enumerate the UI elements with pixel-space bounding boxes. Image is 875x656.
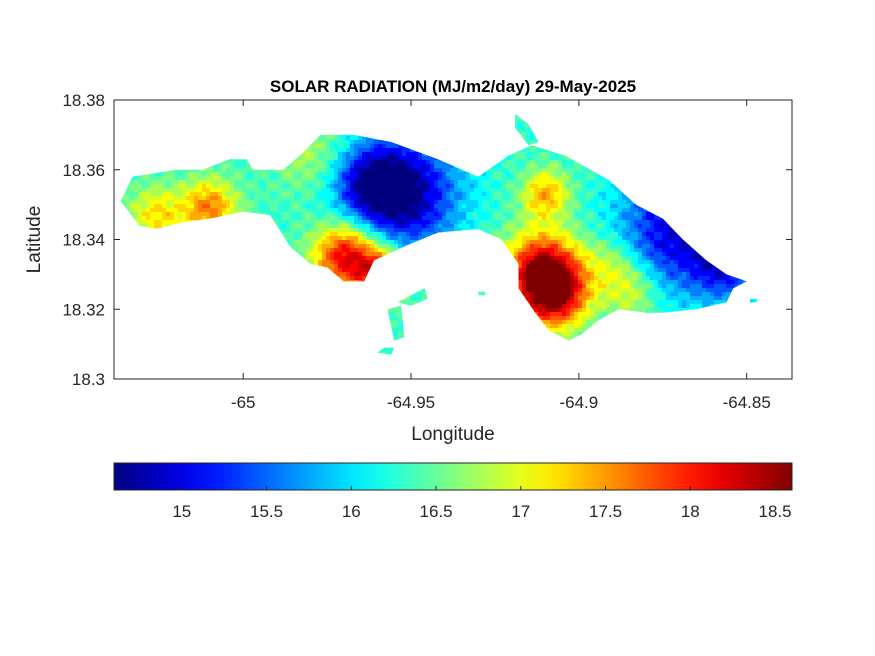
x-tick-label: -64.85 bbox=[723, 393, 771, 412]
y-axis-label: Latitude bbox=[24, 206, 45, 274]
colorbar-tick-label: 18.5 bbox=[759, 502, 792, 521]
y-tick-label: 18.32 bbox=[62, 300, 105, 319]
colorbar-tick-label: 17.5 bbox=[589, 502, 622, 521]
y-tick-label: 18.36 bbox=[62, 161, 105, 180]
plot-area: -65 -64.95 -64.9 -64.85 18.3 18.32 18.34 18.36… bbox=[62, 91, 793, 412]
x-tick-label: -64.95 bbox=[387, 393, 435, 412]
chart-title: SOLAR RADIATION (MJ/m2/day) 29-May-2025 bbox=[270, 77, 636, 96]
colorbar-tick-label: 15.5 bbox=[250, 502, 283, 521]
colorbar-tick-label: 15 bbox=[172, 502, 191, 521]
colorbar-tick-label: 16 bbox=[342, 502, 361, 521]
axes-background bbox=[114, 100, 792, 379]
x-tick-label: -64.9 bbox=[559, 393, 598, 412]
colorbar-gradient bbox=[113, 462, 793, 491]
colorbar-tick-label: 17 bbox=[511, 502, 530, 521]
y-tick-label: 18.34 bbox=[62, 231, 105, 250]
colorbar: 15 15.5 16 16.5 17 17.5 18 18.5 bbox=[113, 462, 793, 521]
colorbar-tick-label: 18 bbox=[681, 502, 700, 521]
colorbar-ticks: 15 15.5 16 16.5 17 17.5 18 18.5 bbox=[172, 486, 792, 521]
x-axis-label: Longitude bbox=[411, 424, 494, 445]
x-tick-label: -65 bbox=[231, 393, 256, 412]
y-tick-label: 18.38 bbox=[62, 91, 105, 110]
y-axis: 18.3 18.32 18.34 18.36 18.38 bbox=[62, 91, 792, 389]
x-axis: -65 -64.95 -64.9 -64.85 bbox=[231, 100, 771, 412]
colorbar-tick-label: 16.5 bbox=[420, 502, 453, 521]
y-tick-label: 18.3 bbox=[72, 370, 105, 389]
